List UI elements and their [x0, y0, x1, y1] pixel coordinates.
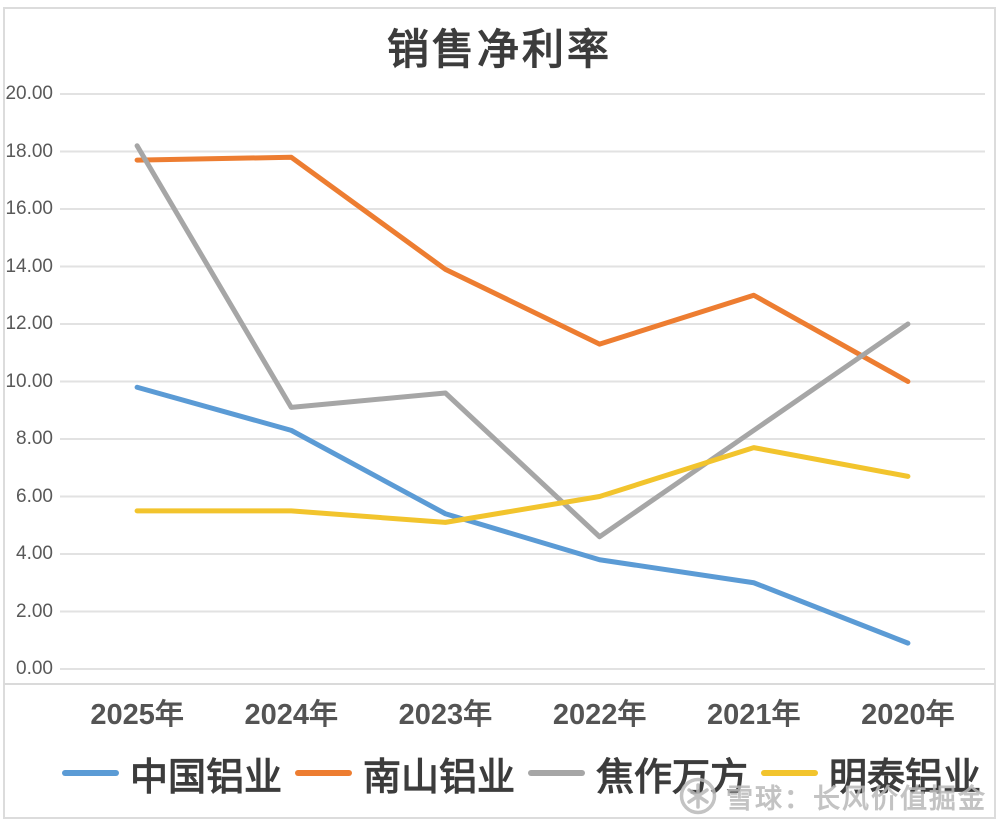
- series-line-中国铝业: [134, 384, 911, 646]
- chart-legend: 中国铝业 南山铝业 焦作万方 明泰铝业: [62, 744, 981, 802]
- x-tick-label: 2023年: [398, 699, 493, 731]
- legend-label: 焦作万方: [595, 756, 748, 799]
- series-line-明泰铝业: [134, 445, 911, 525]
- legend-item-焦作万方: 焦作万方: [527, 746, 748, 801]
- x-tick-label: 2021年: [706, 699, 801, 731]
- y-tick-label: 2.00: [16, 600, 53, 622]
- xueqiu-snowball-icon: [679, 777, 717, 815]
- legend-label: 中国铝业: [130, 756, 283, 799]
- legend-swatch: [62, 770, 119, 776]
- x-tick-label: 2020年: [861, 699, 955, 731]
- x-tick-label: 2022年: [552, 699, 647, 731]
- series-line-南山铝业: [134, 154, 911, 384]
- y-tick-label: 18.00: [5, 140, 53, 162]
- y-tick-label: 16.00: [5, 198, 53, 219]
- watermark: 雪球：长风价值掘金: [678, 776, 987, 816]
- legend-item-南山铝业: 南山铝业: [294, 746, 515, 801]
- legend-label: 明泰铝业: [828, 756, 981, 799]
- y-tick-label: 8.00: [16, 428, 53, 449]
- y-tick-label: 20.00: [5, 83, 53, 104]
- legend-label: 南山铝业: [362, 756, 515, 799]
- legend-swatch: [527, 770, 585, 776]
- y-tick-label: 10.00: [5, 370, 53, 392]
- chart-title: 销售净利率: [386, 28, 612, 74]
- watermark-text: 雪球：长风价值掘金: [726, 783, 987, 814]
- legend-item-明泰铝业: 明泰铝业: [760, 746, 981, 801]
- series-line-焦作万方: [134, 143, 911, 540]
- y-tick-label: 4.00: [16, 543, 53, 564]
- y-tick-label: 14.00: [5, 255, 53, 277]
- legend-swatch: [294, 770, 352, 776]
- y-tick-label: 12.00: [5, 313, 53, 334]
- x-tick-label: 2025年: [90, 699, 184, 731]
- legend-swatch: [760, 770, 818, 776]
- y-tick-label: 6.00: [16, 485, 53, 507]
- x-tick-label: 2024年: [244, 699, 339, 731]
- legend-item-中国铝业: 中国铝业: [62, 746, 282, 801]
- y-tick-label: 0.00: [16, 658, 53, 679]
- x-axis-line: [4, 683, 995, 685]
